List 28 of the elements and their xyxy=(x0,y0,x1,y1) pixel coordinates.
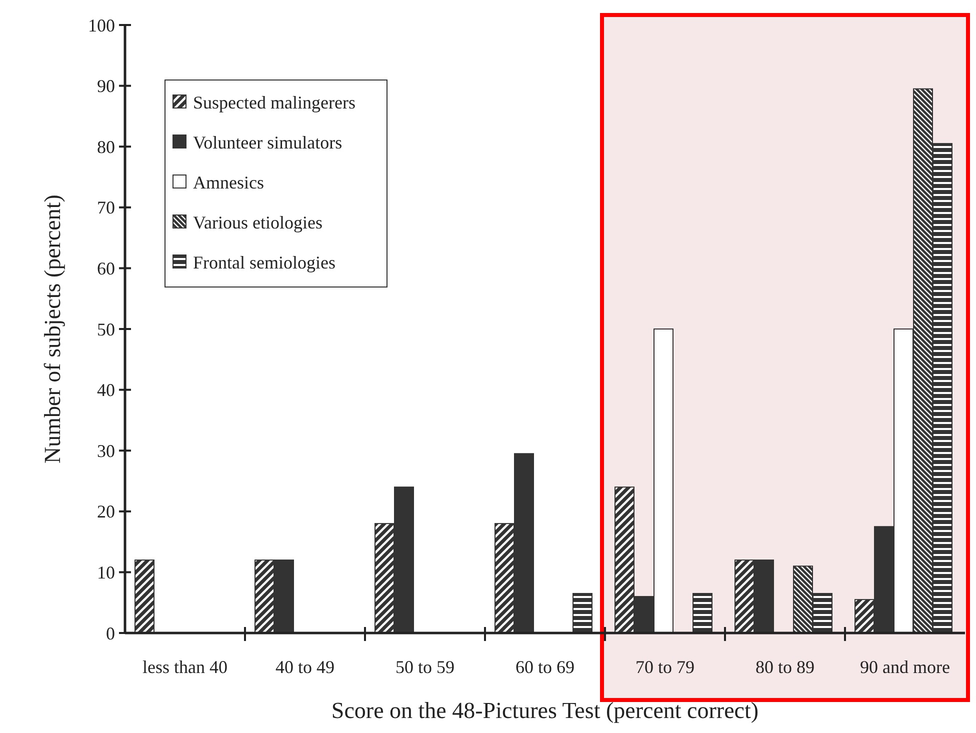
x-tick-label: 70 to 79 xyxy=(635,657,695,677)
legend-label: Volunteer simulators xyxy=(193,132,342,152)
bar xyxy=(692,592,712,634)
y-tick-label: 0 xyxy=(106,623,115,644)
x-axis-title: Score on the 48-Pictures Test (percent correct) xyxy=(331,698,759,723)
y-tick-label: 30 xyxy=(97,440,115,461)
legend-label: Amnesics xyxy=(193,172,264,192)
y-tick-label: 100 xyxy=(88,15,115,36)
y-tick-label: 10 xyxy=(97,562,115,582)
x-tick-label: less than 40 xyxy=(142,657,228,677)
legend-label: Suspected malingerers xyxy=(193,92,356,112)
legend-label: Various etiologies xyxy=(193,212,322,232)
x-tick-label: 50 to 59 xyxy=(395,657,455,677)
y-tick-label: 60 xyxy=(97,258,115,278)
y-tick-label: 50 xyxy=(97,319,115,340)
y-tick-label: 90 xyxy=(97,76,115,96)
x-tick-label: 80 to 89 xyxy=(755,657,815,677)
y-axis-title: Number of subjects (percent) xyxy=(40,194,65,464)
legend-label: Frontal semiologies xyxy=(193,252,336,272)
bar xyxy=(572,592,592,634)
y-tick-label: 70 xyxy=(97,198,115,218)
x-tick-label: 40 to 49 xyxy=(275,657,335,677)
y-tick-label: 80 xyxy=(97,136,115,157)
bar xyxy=(134,560,154,634)
y-tick-label: 40 xyxy=(97,380,115,400)
y-tick-label: 20 xyxy=(97,502,115,522)
x-tick-label: 60 to 69 xyxy=(515,657,575,677)
x-tick-label: 90 and more xyxy=(860,657,950,677)
